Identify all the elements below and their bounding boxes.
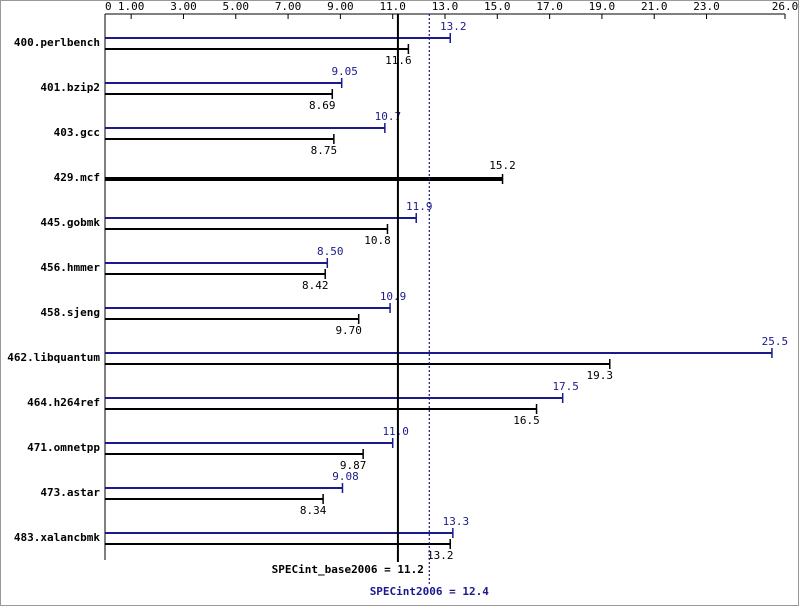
value-label: 10.7 <box>375 110 402 123</box>
x-tick-label: 9.00 <box>327 0 354 13</box>
value-label: 15.2 <box>489 159 516 172</box>
reference-label: SPECint_base2006 = 11.2 <box>272 563 424 576</box>
x-tick-label: 19.0 <box>589 0 616 13</box>
x-tick-label: 1.00 <box>118 0 145 13</box>
reference-label: SPECint2006 = 12.4 <box>370 585 490 598</box>
x-tick-label: 11.0 <box>379 0 406 13</box>
value-label: 8.42 <box>302 279 329 292</box>
x-tick-label: 21.0 <box>641 0 668 13</box>
x-tick-label: 23.0 <box>693 0 720 13</box>
category-label: 462.libquantum <box>7 351 100 364</box>
x-tick-label: 17.0 <box>536 0 563 13</box>
x-tick-label: 7.00 <box>275 0 302 13</box>
value-label: 9.87 <box>340 459 367 472</box>
category-label: 456.hmmer <box>40 261 100 274</box>
category-label: 400.perlbench <box>14 36 100 49</box>
value-label: 17.5 <box>552 380 579 393</box>
category-label: 403.gcc <box>54 126 100 139</box>
value-label: 8.50 <box>317 245 344 258</box>
category-label: 471.omnetpp <box>27 441 100 454</box>
value-label: 8.75 <box>311 144 338 157</box>
x-tick-label: 13.0 <box>432 0 459 13</box>
value-label: 11.0 <box>382 425 409 438</box>
x-tick-label: 26.0 <box>772 0 799 13</box>
value-label: 9.70 <box>335 324 362 337</box>
category-label: 473.astar <box>40 486 100 499</box>
category-label: 483.xalancbmk <box>14 531 100 544</box>
value-label: 8.34 <box>300 504 327 517</box>
value-label: 9.08 <box>332 470 359 483</box>
category-label: 464.h264ref <box>27 396 100 409</box>
x-tick-label: 0 <box>105 0 112 13</box>
value-label: 8.69 <box>309 99 336 112</box>
value-label: 11.9 <box>406 200 433 213</box>
value-label: 10.8 <box>364 234 391 247</box>
category-label: 445.gobmk <box>40 216 100 229</box>
value-label: 25.5 <box>762 335 789 348</box>
category-label: 401.bzip2 <box>40 81 100 94</box>
category-label: 458.sjeng <box>40 306 100 319</box>
category-label: 429.mcf <box>54 171 100 184</box>
x-tick-label: 3.00 <box>170 0 197 13</box>
value-label: 13.3 <box>443 515 470 528</box>
value-label: 10.9 <box>380 290 407 303</box>
value-label: 19.3 <box>587 369 614 382</box>
x-tick-label: 15.0 <box>484 0 511 13</box>
value-label: 13.2 <box>440 20 467 33</box>
value-label: 9.05 <box>331 65 358 78</box>
value-label: 16.5 <box>513 414 540 427</box>
value-label: 13.2 <box>427 549 454 562</box>
x-tick-label: 5.00 <box>223 0 250 13</box>
